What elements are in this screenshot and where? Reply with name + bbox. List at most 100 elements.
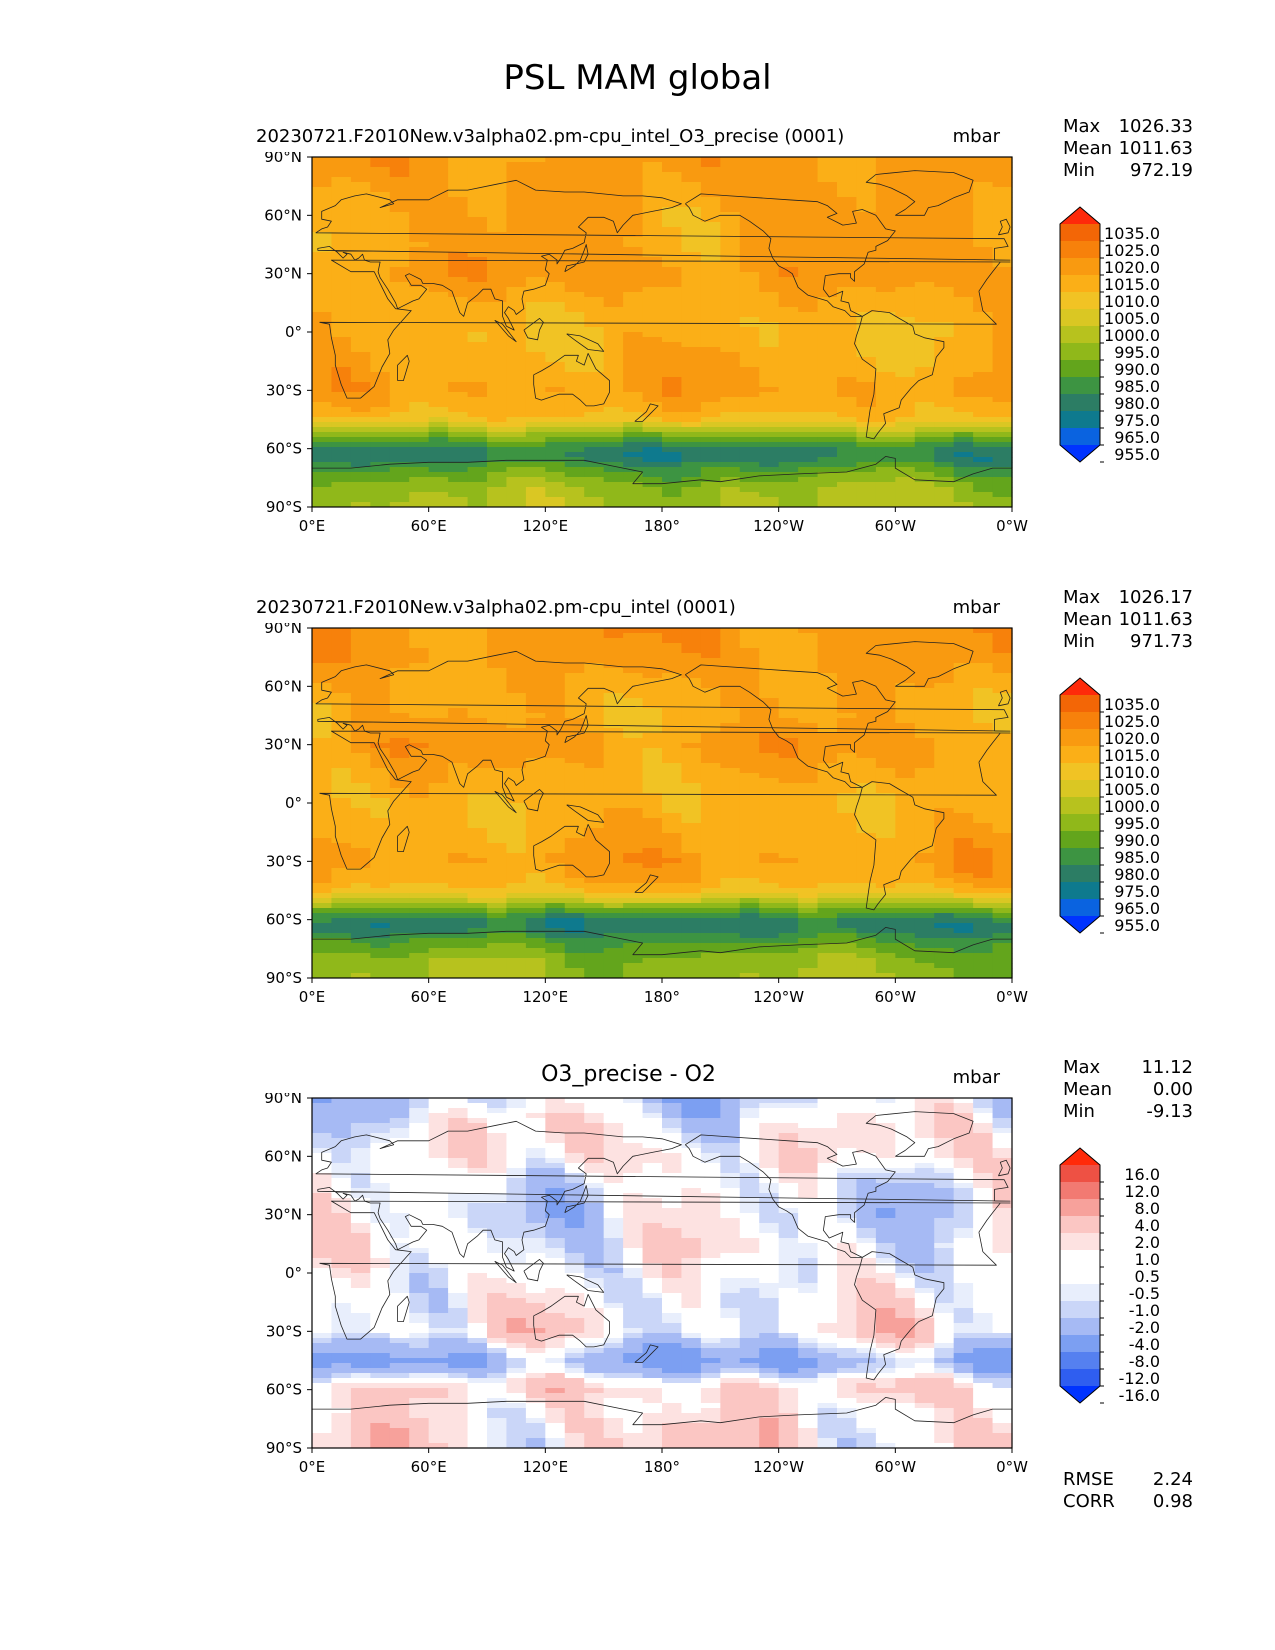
field-cell [953, 182, 974, 188]
field-cell [623, 437, 644, 443]
field-cell [564, 878, 585, 884]
field-cell [525, 643, 546, 649]
field-cell [992, 367, 1013, 373]
field-cell [370, 738, 391, 744]
field-cell [759, 663, 780, 669]
field-cell [312, 157, 333, 163]
field-cell [778, 222, 799, 228]
field-cell [681, 202, 702, 208]
field-cell [759, 447, 780, 453]
field-cell [914, 693, 935, 699]
field-cell [487, 798, 508, 804]
field-cell [370, 202, 391, 208]
field-cell [409, 357, 430, 363]
field-cell [856, 307, 877, 313]
field-cell [875, 683, 896, 689]
field-cell [953, 713, 974, 719]
field-cell [370, 382, 391, 388]
field-cell [837, 462, 858, 468]
field-cell [973, 267, 994, 273]
field-cell [992, 462, 1013, 468]
field-cell [720, 227, 741, 233]
field-cell [623, 943, 644, 949]
field-cell [798, 272, 819, 278]
field-cell [817, 232, 838, 238]
field-cell [564, 653, 585, 659]
field-cell [389, 648, 410, 654]
field-cell [370, 412, 391, 418]
field-cell [370, 823, 391, 829]
field-cell [331, 863, 352, 869]
field-cell [389, 628, 410, 634]
field-cell [700, 723, 721, 729]
field-cell [875, 763, 896, 769]
field-cell [467, 427, 488, 433]
field-cell [681, 778, 702, 784]
field-cell [953, 282, 974, 288]
field-cell [817, 923, 838, 929]
colorbar-label: 965.0 [1114, 428, 1160, 447]
field-cell [350, 462, 371, 468]
field-cell [603, 242, 624, 248]
field-cell [778, 878, 799, 884]
field-cell [331, 758, 352, 764]
field-cell [700, 643, 721, 649]
field-cell [798, 708, 819, 714]
field-cell [934, 868, 955, 874]
field-cell [720, 477, 741, 483]
field-cell [700, 287, 721, 293]
field-cell [992, 738, 1013, 744]
field-cell [739, 953, 760, 959]
field-cell [487, 883, 508, 889]
field-cell [662, 663, 683, 669]
field-cell [895, 683, 916, 689]
field-cell [525, 177, 546, 183]
field-cell [564, 908, 585, 914]
field-cell [584, 187, 605, 193]
field-cell [739, 457, 760, 463]
field-cell [914, 733, 935, 739]
field-cell [856, 282, 877, 288]
field-cell [817, 402, 838, 408]
field-cell [992, 838, 1013, 844]
field-cell [817, 382, 838, 388]
field-cell [331, 427, 352, 433]
field-cell [992, 252, 1013, 258]
field-cell [428, 873, 449, 879]
field-cell [603, 783, 624, 789]
field-cell [700, 387, 721, 393]
lon-tick-label: 60°W [875, 517, 917, 535]
field-cell [662, 888, 683, 894]
field-cell [662, 402, 683, 408]
field-cell [389, 207, 410, 213]
field-cell [837, 853, 858, 859]
field-cell [603, 728, 624, 734]
field-cell [914, 202, 935, 208]
field-cell [700, 673, 721, 679]
field-cell [370, 628, 391, 634]
field-cell [875, 953, 896, 959]
field-cell [837, 257, 858, 263]
field-cell [778, 663, 799, 669]
field-cell [992, 783, 1013, 789]
field-cell [525, 838, 546, 844]
field-cell [914, 347, 935, 353]
field-cell [778, 277, 799, 283]
field-cell [914, 302, 935, 308]
field-cell [739, 157, 760, 163]
field-cell [545, 698, 566, 704]
field-cell [584, 813, 605, 819]
field-cell [837, 678, 858, 684]
field-cell [895, 763, 916, 769]
field-cell [778, 728, 799, 734]
field-cell [312, 668, 333, 674]
field-cell [778, 492, 799, 498]
field-cell [973, 397, 994, 403]
field-cell [953, 417, 974, 423]
field-cell [895, 382, 916, 388]
field-cell [662, 212, 683, 218]
field-cell [875, 157, 896, 163]
field-cell [487, 808, 508, 814]
field-cell [603, 212, 624, 218]
field-cell [448, 883, 469, 889]
